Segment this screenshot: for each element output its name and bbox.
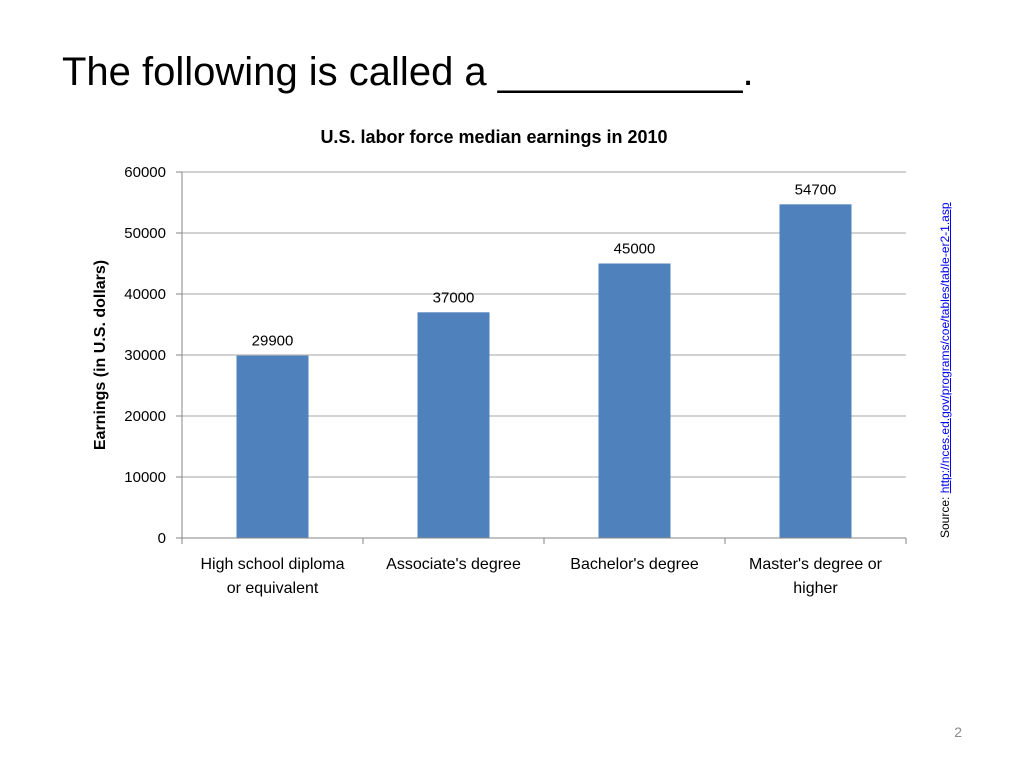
y-tick-label: 20000	[124, 408, 166, 425]
axes	[176, 171, 907, 544]
slide-title: The following is called a ___________.	[62, 50, 754, 94]
y-tick-label: 0	[158, 530, 166, 547]
x-tick-label: Master's degree or higher	[749, 556, 883, 597]
bars	[236, 204, 852, 538]
data-label: 45000	[614, 241, 656, 258]
bar	[779, 204, 852, 538]
x-tick-label-line: Master's degree or	[749, 556, 883, 573]
data-label: 54700	[795, 181, 837, 198]
x-tick-label: High school diploma or equivalent	[200, 556, 344, 597]
source-note: Source: http://nces.ed.gov/programs/coe/…	[938, 202, 952, 538]
chart-title: U.S. labor force median earnings in 2010	[320, 127, 667, 147]
y-tick-label: 30000	[124, 347, 166, 364]
x-tick-label-line: High school diploma	[200, 556, 344, 573]
y-axis-title: Earnings (in U.S. dollars)	[92, 260, 109, 450]
data-label: 29900	[252, 333, 294, 350]
labels: 0 10000 20000 30000 40000 50000 60000 29900 High…	[124, 164, 882, 597]
x-tick-label: Associate's degree	[386, 556, 521, 573]
y-tick-label: 50000	[124, 225, 166, 242]
bar	[598, 263, 671, 538]
x-tick-label-line: higher	[793, 580, 838, 597]
x-tick-label-line: or equivalent	[227, 580, 319, 597]
x-tick-label-line: Bachelor's degree	[570, 556, 699, 573]
x-tick-label-line: Associate's degree	[386, 556, 521, 573]
y-tick-label: 40000	[124, 286, 166, 303]
x-tick-label: Bachelor's degree	[570, 556, 699, 573]
y-tick-label: 10000	[124, 469, 166, 486]
bar	[236, 355, 309, 538]
source-label: Source:	[938, 493, 952, 538]
page-number: 2	[954, 724, 962, 740]
source-link[interactable]: http://nces.ed.gov/programs/coe/tables/t…	[938, 202, 952, 494]
bar	[417, 312, 490, 538]
y-tick-label: 60000	[124, 164, 166, 181]
data-label: 37000	[433, 289, 475, 306]
